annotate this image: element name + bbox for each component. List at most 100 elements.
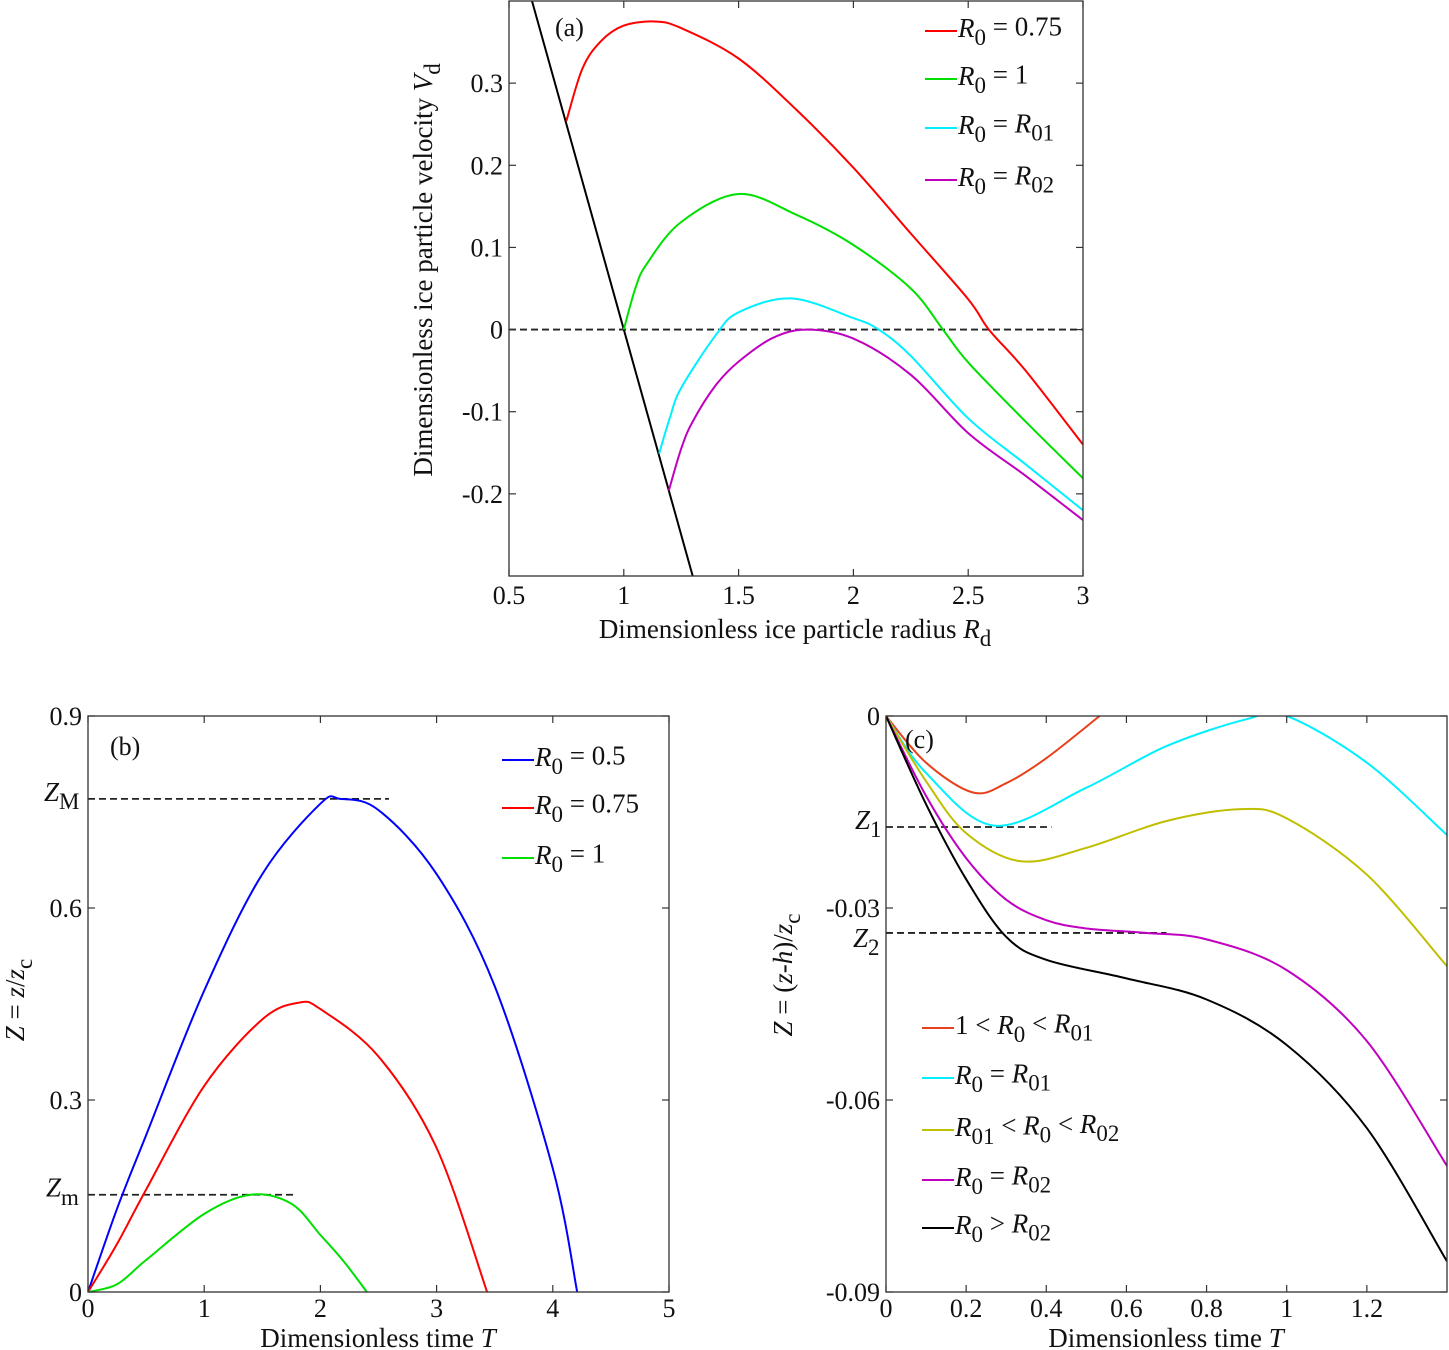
subscript: 0 — [552, 852, 563, 877]
legend-item: R0 = 0.75 — [502, 789, 639, 827]
legend-label: R0 > R02 — [954, 1209, 1051, 1247]
text-segment: R — [957, 61, 975, 91]
legend-label: R0 = R02 — [957, 161, 1054, 199]
subscript: m — [61, 1185, 79, 1210]
text-segment: h — [768, 951, 798, 965]
subscript: 0 — [1040, 1123, 1051, 1148]
x-tick-label: 1 — [617, 581, 630, 610]
series-line — [88, 1000, 489, 1292]
text-segment: / — [0, 979, 30, 987]
text-segment: R — [534, 840, 552, 870]
legend-item: 1 < R0 < R01 — [922, 1009, 1093, 1047]
legend-item: R0 = R02 — [922, 1161, 1051, 1199]
subscript: 0 — [972, 1222, 983, 1247]
text-segment: Dimensionless ice particle radius — [599, 614, 963, 644]
x-tick-label: 0.2 — [950, 1294, 983, 1323]
legend-item: R0 = 1 — [925, 60, 1028, 98]
subscript: c — [780, 914, 805, 924]
text-segment: Z — [0, 1025, 30, 1041]
text-segment: R — [1053, 1009, 1071, 1039]
text-segment: = ( — [768, 984, 798, 1022]
text-segment: = 0.75 — [563, 789, 639, 819]
text-segment: R — [957, 162, 975, 192]
text-segment: > — [983, 1209, 1012, 1239]
text-segment: R — [954, 1162, 972, 1192]
text-segment: Z — [768, 1020, 798, 1036]
subscript: M — [59, 789, 79, 814]
text-segment: z — [768, 973, 798, 985]
x-tick-label: 3 — [430, 1294, 443, 1323]
series-line — [886, 716, 1447, 836]
text-segment: = — [983, 1161, 1012, 1191]
x-tick-label: 2.5 — [952, 581, 985, 610]
subscript: 01 — [1028, 1071, 1051, 1096]
legend-label: R0 = 1 — [957, 60, 1028, 98]
legend-label: 1 < R0 < R01 — [955, 1009, 1093, 1047]
y-tick-label: 0.3 — [471, 69, 504, 98]
legend-label: R0 = 0.75 — [534, 789, 639, 827]
text-segment: z — [0, 968, 30, 980]
panel-label: (a) — [555, 13, 584, 42]
legend-item: R0 > R02 — [922, 1209, 1051, 1247]
x-tick-label: 3 — [1077, 581, 1090, 610]
text-segment: R — [996, 1010, 1014, 1040]
x-axis-label: Dimensionless time T — [260, 1323, 497, 1350]
subscript: 0 — [972, 1174, 983, 1199]
subscript: 01 — [1031, 121, 1054, 146]
x-tick-label: 0 — [82, 1294, 95, 1323]
y-tick-label: -0.03 — [826, 894, 880, 923]
text-segment: Z — [853, 923, 869, 953]
legend-label: R0 = 0.75 — [957, 12, 1062, 50]
y-tick-label: 0 — [490, 316, 503, 345]
series-line — [88, 795, 579, 1292]
subscript: 02 — [1031, 173, 1054, 198]
text-segment: - — [768, 964, 798, 973]
y-tick-label: 0.2 — [471, 151, 504, 180]
text-segment: R — [1022, 1111, 1040, 1141]
x-tick-label: 1.2 — [1351, 1294, 1384, 1323]
subscript: 0 — [975, 122, 986, 147]
subscript: 0 — [975, 73, 986, 98]
series-line — [886, 716, 1447, 1167]
subscript: 0 — [552, 802, 563, 827]
text-segment: Dimensionless ice particle velocity — [408, 91, 438, 476]
legend-label: R0 = R01 — [957, 109, 1054, 147]
legend-item: R0 = 0.5 — [502, 741, 625, 779]
text-segment: < — [1025, 1009, 1054, 1039]
text-segment: Dimensionless time — [1048, 1323, 1268, 1350]
subscript: 02 — [1096, 1121, 1119, 1146]
x-tick-label: 0.5 — [493, 581, 526, 610]
text-segment: = — [983, 1059, 1012, 1089]
legend-label: R0 = 1 — [534, 839, 605, 877]
text-segment: R — [1014, 161, 1032, 191]
series-line — [658, 297, 1083, 512]
x-tick-label: 5 — [663, 1294, 676, 1323]
legend-label: R0 = R01 — [954, 1059, 1051, 1097]
axes-box — [508, 0, 1084, 577]
legend-item: R01 < R0 < R02 — [922, 1109, 1119, 1149]
subscript: 02 — [1028, 1221, 1051, 1246]
text-segment: R — [534, 742, 552, 772]
x-tick-label: 1.5 — [722, 581, 755, 610]
y-tick-label: -0.09 — [826, 1278, 880, 1307]
text-segment: R — [1014, 109, 1032, 139]
text-segment: )/ — [768, 934, 798, 951]
axes-box — [87, 715, 670, 1293]
series-line — [88, 1193, 368, 1292]
text-segment: T — [481, 1323, 498, 1350]
text-segment: T — [1269, 1323, 1286, 1350]
subscript: c — [12, 959, 37, 969]
reference-label: Z2 — [853, 923, 880, 960]
subscript: 0 — [972, 1072, 983, 1097]
text-segment: R — [1079, 1109, 1097, 1139]
subscript: 0 — [1014, 1022, 1025, 1047]
text-segment: = 0.75 — [986, 12, 1062, 42]
series-line — [622, 192, 1083, 480]
text-segment: = — [986, 161, 1015, 191]
legend-label: R01 < R0 < R02 — [954, 1109, 1119, 1149]
text-segment: = 0.5 — [563, 741, 625, 771]
text-segment: R — [957, 110, 975, 140]
y-axis-label: Z = (z-h)/zc — [768, 914, 805, 1037]
legend-label: R0 = 0.5 — [534, 741, 625, 779]
